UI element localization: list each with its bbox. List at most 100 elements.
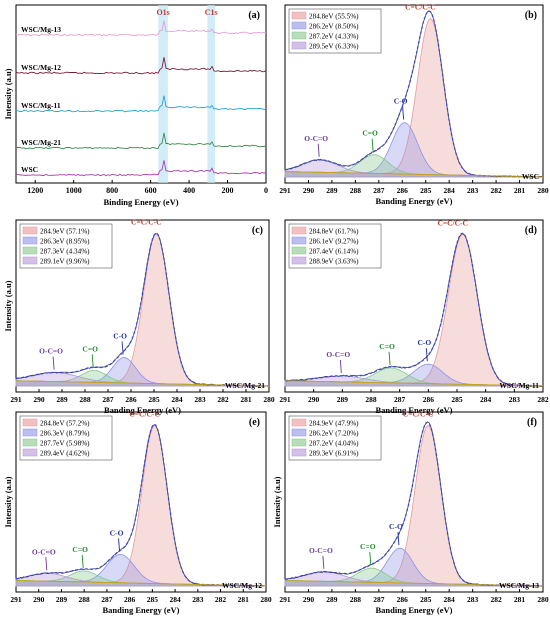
x-tick-label: 284 — [444, 595, 456, 604]
x-tick-label: 286 — [125, 395, 137, 404]
legend-entry: 287.2eV (4.33%) — [309, 33, 359, 41]
x-tick-label: 800 — [106, 186, 118, 195]
x-tick-label: 281 — [514, 186, 526, 195]
series-label: WSC/Mg-13 — [21, 25, 61, 34]
x-axis-label: Banding Energy (eV) — [104, 405, 181, 415]
survey-line — [15, 160, 267, 177]
peak-arrow — [402, 106, 405, 120]
x-tick-label: 280 — [260, 595, 272, 604]
region-label: C1s — [205, 8, 218, 17]
peak-arrow — [388, 351, 391, 365]
x-tick-label: 200 — [222, 186, 234, 195]
x-tick-label: 1000 — [66, 186, 82, 195]
peak-arrow — [425, 348, 428, 362]
x-tick-label: 400 — [183, 186, 195, 195]
x-tick-label: 287 — [373, 186, 385, 195]
sample-label: WSC/Mg-21 — [225, 381, 265, 390]
x-tick-label: 291 — [279, 595, 291, 604]
series-label: WSC — [21, 165, 38, 174]
highlight-region — [207, 5, 216, 183]
x-tick-label: 282 — [217, 395, 229, 404]
legend-entry: 289.4eV (4.62%) — [40, 450, 90, 458]
series-label: WSC/Mg-21 — [21, 138, 61, 147]
peak-arrow — [369, 552, 372, 566]
x-tick-label: 280 — [537, 186, 549, 195]
peak-arrow — [371, 138, 374, 152]
x-tick-label: 289 — [56, 595, 68, 604]
survey-line — [15, 132, 267, 150]
x-tick-label: 286 — [397, 186, 409, 195]
x-tick-label: 281 — [240, 395, 252, 404]
peak-label: O-C=O — [39, 347, 63, 356]
x-tick-label: 281 — [514, 595, 526, 604]
legend-swatch — [291, 256, 307, 265]
panel-letter: (a) — [248, 10, 260, 21]
x-tick-label: 283 — [467, 595, 479, 604]
x-axis-label: Banding Energy (eV) — [103, 605, 180, 615]
x-tick-label: 289 — [326, 595, 338, 604]
peak-label: C=C/C-C — [405, 3, 436, 12]
peak-label: C=O — [82, 344, 98, 353]
legend-entry: 286.2eV (8.50%) — [309, 23, 359, 31]
x-tick-label: 291 — [10, 595, 22, 604]
peak-arrow — [121, 341, 124, 355]
x-tick-label: 286 — [423, 395, 435, 404]
x-tick-label: 290 — [33, 395, 45, 404]
legend-swatch — [291, 41, 307, 50]
x-tick-label: 285 — [147, 595, 159, 604]
panel-d: C=C/C-C C-O C=O O-C=O 284.8eV (61.7%) 286.1eV… — [279, 218, 549, 415]
background-line — [284, 580, 544, 587]
legend-entry: 284.9eV (47.9%) — [309, 420, 359, 428]
peak-label: C=C/C-C — [131, 218, 162, 227]
survey-line — [15, 20, 267, 37]
sample-label: WSC/Mg-13 — [499, 581, 539, 590]
legend-entry: 287.3eV (4.34%) — [40, 248, 90, 256]
legend-swatch — [291, 448, 307, 457]
background-line — [15, 380, 270, 387]
fit-envelope — [15, 232, 269, 387]
x-tick-label: 288 — [350, 186, 362, 195]
panel-letter: (d) — [525, 225, 537, 236]
background-line — [284, 171, 544, 178]
peak-arrow — [91, 354, 94, 368]
peak-label: C-O — [417, 338, 431, 347]
panel-letter: (b) — [525, 10, 537, 21]
y-axis-label: Intensity (a.u) — [272, 476, 282, 527]
panel-a: O1s C1s WSC/Mg-13 WSC/Mg-12 WSC/Mg-11 WSC/Mg-… — [3, 4, 268, 207]
legend-entry: 289.5eV (6.33%) — [309, 43, 359, 51]
legend-entry: 289.3eV (6.91%) — [309, 450, 359, 458]
panel-frame — [15, 411, 267, 593]
panel-letter: (e) — [249, 417, 260, 428]
panel-frame — [284, 219, 544, 393]
x-tick-label: 0 — [264, 186, 268, 195]
x-tick-label: 285 — [148, 395, 160, 404]
x-tick-label: 291 — [279, 186, 291, 195]
x-tick-label: 281 — [238, 595, 250, 604]
x-tick-label: 288 — [365, 395, 377, 404]
x-tick-label: 285 — [420, 186, 432, 195]
x-tick-label: 290 — [303, 595, 315, 604]
legend-swatch — [22, 418, 38, 427]
legend-swatch — [22, 236, 38, 245]
legend-entry: 284.8eV (61.7%) — [309, 228, 359, 236]
legend-entry: 287.4eV (6.14%) — [309, 248, 359, 256]
x-tick-label: 287 — [373, 595, 385, 604]
legend-entry: 284.8eV (55.5%) — [309, 13, 359, 21]
x-tick-label: 284 — [444, 186, 456, 195]
legend-entry: 286.3eV (8.79%) — [40, 430, 90, 438]
y-axis-label: Intensity (a.u) — [3, 280, 13, 331]
x-axis-label: Banding Energy (eV) — [376, 405, 453, 415]
x-tick-label: 284 — [169, 595, 181, 604]
peak-arrow — [317, 143, 320, 157]
x-tick-label: 285 — [420, 595, 432, 604]
legend-entry: 288.9eV (3.63%) — [309, 258, 359, 266]
peak-label: C-O — [110, 528, 124, 537]
legend-swatch — [291, 428, 307, 437]
survey-line — [15, 57, 267, 75]
x-tick-label: 290 — [308, 395, 320, 404]
legend-entry: 287.7eV (5.98%) — [40, 440, 90, 448]
peak-label: C-O — [113, 331, 127, 340]
legend-swatch — [291, 418, 307, 427]
legend-entry: 284.8eV (57.2%) — [40, 420, 90, 428]
